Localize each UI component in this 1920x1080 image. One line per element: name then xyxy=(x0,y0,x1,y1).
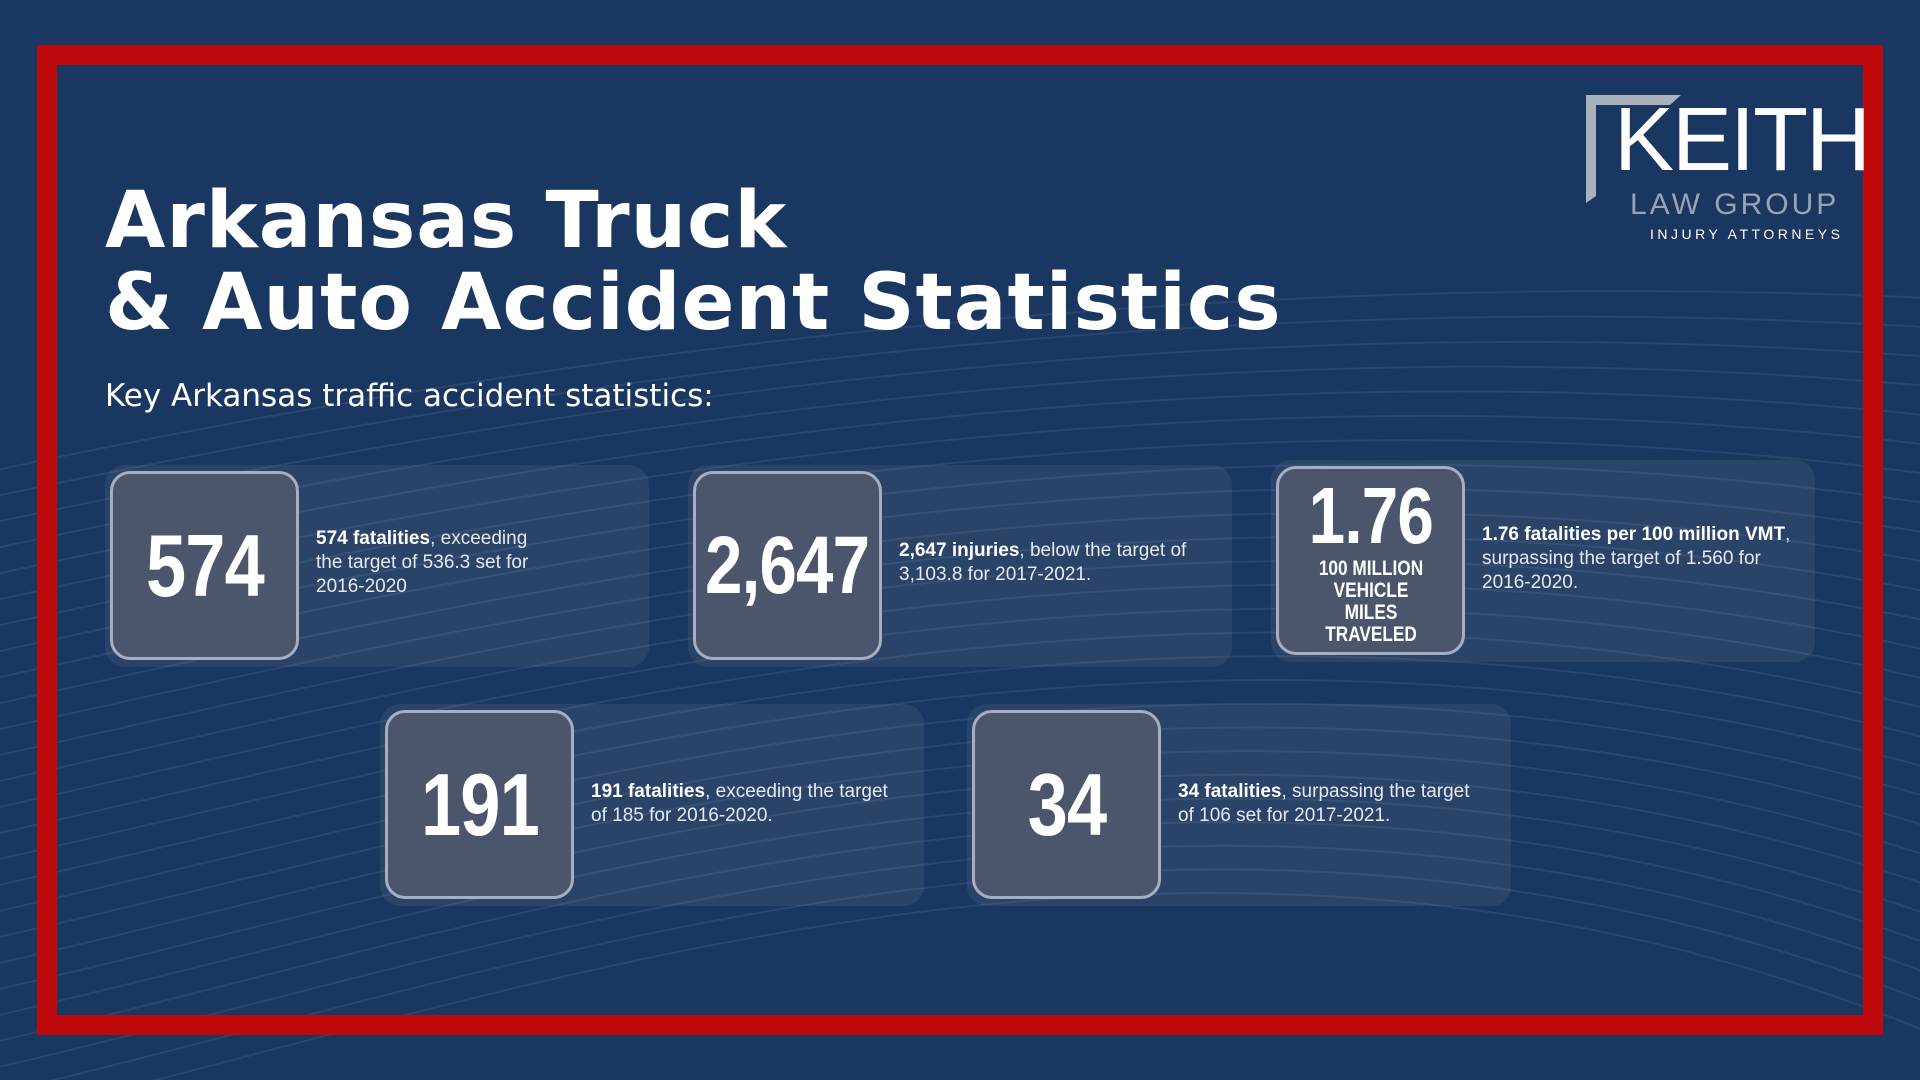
wave-line xyxy=(0,315,1920,497)
wave-line xyxy=(0,797,1920,1016)
stat-bold: 1.76 fatalities per 100 million VMT xyxy=(1482,524,1786,545)
wave-line xyxy=(0,821,1920,1042)
stat-value-box: 1.76 100 MILLION VEHICLE MILES TRAVELED xyxy=(1276,466,1465,655)
title-line2: & Auto Accident Statistics xyxy=(105,258,1282,348)
stat-rest: , exceeding the target of 536.3 set for … xyxy=(316,528,529,597)
stat-rest: , below the target of 3,103.8 for 2017-2… xyxy=(899,540,1187,585)
title-line1: Arkansas Truck xyxy=(105,176,788,266)
logo-line2: LAW GROUP xyxy=(1630,188,1840,221)
stat-value-box: 191 xyxy=(385,710,574,899)
wave-line xyxy=(151,891,1920,1080)
stat-value: 574 xyxy=(145,515,265,615)
stat-card-fatalities-34: 34 34 fatalities, surpassing the target … xyxy=(967,704,1511,906)
stat-value: 2,647 xyxy=(705,519,870,611)
stat-bold: 191 fatalities xyxy=(591,781,706,802)
logo-bracket-icon xyxy=(1586,95,1681,203)
stat-description: 574 fatalities, exceeding the target of … xyxy=(316,527,546,599)
wave-line xyxy=(0,726,1920,938)
wave-line xyxy=(0,655,1920,860)
stat-rest: , surpassing the target of 1.560 for 201… xyxy=(1482,524,1791,593)
logo-line3: INJURY ATTORNEYS xyxy=(1650,226,1844,242)
stat-card-fatalities-574: 574 574 fatalities, exceeding the target… xyxy=(105,465,649,667)
stat-rest: , surpassing the target of 106 set for 2… xyxy=(1178,781,1470,826)
wave-line xyxy=(0,702,1920,912)
wave-line xyxy=(0,290,1920,471)
wave-line xyxy=(0,844,1920,1068)
stat-card-injuries: 2,647 2,647 injuries, below the target o… xyxy=(688,465,1232,667)
stat-bold: 574 fatalities xyxy=(316,528,431,549)
stat-description: 191 fatalities, exceeding the target of … xyxy=(591,780,901,828)
stat-card-fatalities-191: 191 191 fatalities, exceeding the target… xyxy=(380,704,924,906)
wave-line xyxy=(0,631,1920,834)
wave-line xyxy=(0,750,1920,964)
wave-line xyxy=(0,773,1920,990)
wave-line xyxy=(0,678,1920,886)
stat-value: 191 xyxy=(420,754,540,854)
stat-bold: 2,647 injuries xyxy=(899,540,1020,561)
keith-law-group-logo: KEITH LAW GROUP INJURY ATTORNEYS xyxy=(1586,90,1871,248)
stat-bold: 34 fatalities xyxy=(1178,781,1282,802)
stat-description: 2,647 injuries, below the target of 3,10… xyxy=(899,539,1209,587)
stat-value-box: 34 xyxy=(972,710,1161,899)
stat-rest: , exceeding the target of 185 for 2016-2… xyxy=(591,781,888,826)
red-frame xyxy=(37,45,1883,1035)
stat-description: 1.76 fatalities per 100 million VMT, sur… xyxy=(1482,523,1802,595)
subtitle: Key Arkansas traffic accident statistics… xyxy=(105,378,714,414)
stat-value-box: 2,647 xyxy=(693,471,882,660)
stat-value-box: 574 xyxy=(110,471,299,660)
stat-unit: 100 MILLION VEHICLE MILES TRAVELED xyxy=(1318,556,1423,646)
wave-line xyxy=(49,868,1920,1080)
logo-name: KEITH xyxy=(1614,90,1871,190)
stat-value: 34 xyxy=(1027,754,1106,854)
page-title: Arkansas Truck & Auto Accident Statistic… xyxy=(105,180,1282,344)
stat-card-vmt: 1.76 100 MILLION VEHICLE MILES TRAVELED … xyxy=(1271,460,1815,662)
stat-value: 1.76 xyxy=(1308,470,1433,560)
stat-description: 34 fatalities, surpassing the target of … xyxy=(1178,780,1488,828)
